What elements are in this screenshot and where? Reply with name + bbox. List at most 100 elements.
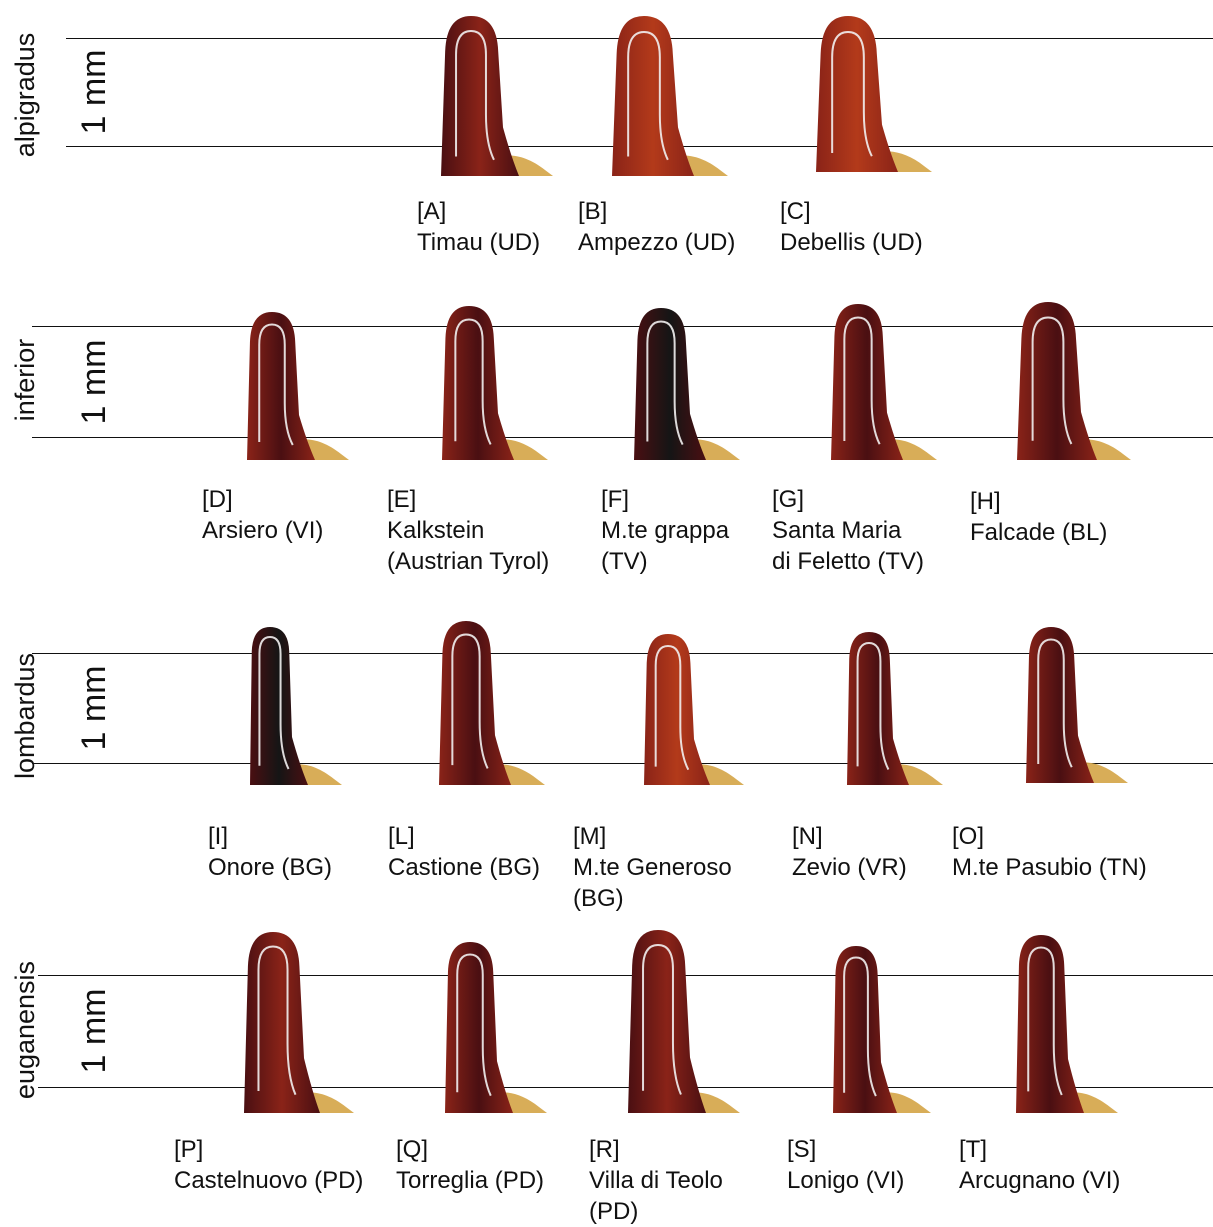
specimen-caption: [H] Falcade (BL) [970, 486, 1107, 548]
specimen-image [441, 940, 559, 1113]
specimen-id: [M] [573, 823, 607, 850]
specimen-image [630, 306, 752, 460]
specimen-body [831, 304, 903, 460]
specimen-highlight [654, 644, 690, 771]
specimen-caption: [D] Arsiero (VI) [202, 484, 323, 546]
specimen-highlight [627, 30, 669, 161]
specimen-locality: Timau (UD) [417, 229, 541, 256]
specimen-highlight [451, 633, 489, 769]
specimen-id: [R] [589, 1136, 620, 1163]
specimen-caption: [T] Arcugnano (VI) [959, 1134, 1120, 1196]
specimen-highlight [1037, 638, 1073, 768]
specimen-body [1016, 935, 1084, 1113]
specimen-caption: [Q] Torreglia (PD) [396, 1134, 544, 1196]
specimen-highlight [1031, 316, 1073, 445]
specimen-caption: [O] M.te Pasubio (TN) [952, 821, 1147, 883]
specimen-locality: Villa di Teolo [589, 1167, 723, 1194]
specimen-body [816, 16, 898, 172]
species-label: euganensis [10, 960, 40, 1100]
scale-line-bottom [32, 763, 1213, 764]
scale-line-top [32, 653, 1213, 654]
specimen-body [644, 634, 710, 785]
scale-label: 1 mm [75, 988, 113, 1074]
species-label: lombardus [10, 652, 40, 780]
specimen-caption: [M] M.te Generoso (BG) [573, 821, 732, 914]
specimen-caption: [R] Villa di Teolo (PD) [589, 1134, 723, 1227]
specimen-body [1017, 302, 1097, 460]
specimen-caption: [B] Ampezzo (UD) [578, 196, 735, 258]
specimen-highlight [642, 943, 682, 1095]
specimen-locality: (Austrian Tyrol) [387, 548, 550, 575]
specimen-highlight [831, 30, 873, 157]
specimen-id: [A] [417, 198, 447, 225]
scale-label: 1 mm [75, 49, 113, 135]
species-label: inferior [10, 338, 40, 422]
specimen-highlight [843, 956, 877, 1097]
specimen-locality: Kalkstein [387, 517, 485, 544]
specimen-locality: Ampezzo (UD) [578, 229, 736, 256]
specimen-id: [T] [959, 1136, 987, 1163]
specimen-body [247, 312, 315, 460]
specimen-locality: Santa Maria [772, 517, 902, 544]
specimen-image [243, 310, 361, 460]
specimen-caption: [N] Zevio (VR) [792, 821, 907, 883]
specimen-body [250, 627, 308, 785]
scale-line-bottom [32, 437, 1213, 438]
specimen-locality: M.te grappa [601, 517, 730, 544]
specimen-id: [S] [787, 1136, 817, 1163]
specimen-id: [C] [780, 198, 811, 225]
specimen-image [829, 944, 943, 1113]
specimen-caption: [P] Castelnuovo (PD) [174, 1134, 363, 1196]
specimen-body [439, 621, 511, 785]
specimen-locality: Zevio (VR) [792, 854, 907, 881]
specimen-image [246, 625, 354, 785]
specimen-id: [B] [578, 198, 608, 225]
specimen-image [827, 302, 949, 460]
specimen-body [442, 306, 514, 460]
specimen-highlight [454, 318, 492, 445]
specimen-locality: Arsiero (VI) [202, 517, 324, 544]
specimen-image [843, 630, 955, 785]
specimen-image [240, 930, 366, 1113]
specimen-caption: [G] Santa Maria di Feletto (TV) [772, 484, 924, 577]
specimen-body [441, 16, 519, 176]
specimen-id: [H] [970, 488, 1001, 515]
specimen-id: [G] [772, 486, 805, 513]
scale-line-bottom [38, 1087, 1213, 1088]
specimen-highlight [856, 641, 890, 770]
specimen-body [634, 308, 706, 460]
specimen-caption: [A] Timau (UD) [417, 196, 540, 258]
specimen-caption: [L] Castione (BG) [388, 821, 540, 883]
specimen-highlight [258, 323, 294, 446]
specimen-locality: Onore (BG) [208, 854, 333, 881]
specimen-image [1013, 300, 1143, 460]
specimen-locality: Falcade (BL) [970, 519, 1108, 546]
specimen-id: [E] [387, 486, 417, 513]
specimen-image [812, 14, 944, 172]
specimen-image [1022, 625, 1140, 783]
specimen-highlight [456, 953, 492, 1097]
specimen-locality: Torreglia (PD) [396, 1167, 545, 1194]
specimen-id: [O] [952, 823, 985, 850]
specimen-id: [Q] [396, 1136, 429, 1163]
specimen-body [244, 932, 320, 1113]
specimen-image [608, 14, 740, 176]
specimen-body [833, 946, 897, 1113]
specimen-caption: [E] Kalkstein (Austrian Tyrol) [387, 484, 549, 577]
specimen-highlight [843, 316, 881, 445]
specimen-highlight [257, 945, 297, 1096]
specimen-locality: (PD) [589, 1198, 639, 1225]
specimen-locality: Castione (BG) [388, 854, 541, 881]
scale-line-top [38, 975, 1213, 976]
specimen-id: [I] [208, 823, 229, 850]
specimen-locality: Lonigo (VI) [787, 1167, 905, 1194]
specimen-body [847, 632, 909, 785]
specimen-body [445, 942, 513, 1113]
specimen-image [437, 14, 565, 176]
specimen-id: [L] [388, 823, 415, 850]
specimen-image [640, 632, 756, 785]
specimen-caption: [I] Onore (BG) [208, 821, 332, 883]
specimen-id: [P] [174, 1136, 204, 1163]
specimen-locality: (TV) [601, 548, 648, 575]
specimen-locality: Arcugnano (VI) [959, 1167, 1121, 1194]
